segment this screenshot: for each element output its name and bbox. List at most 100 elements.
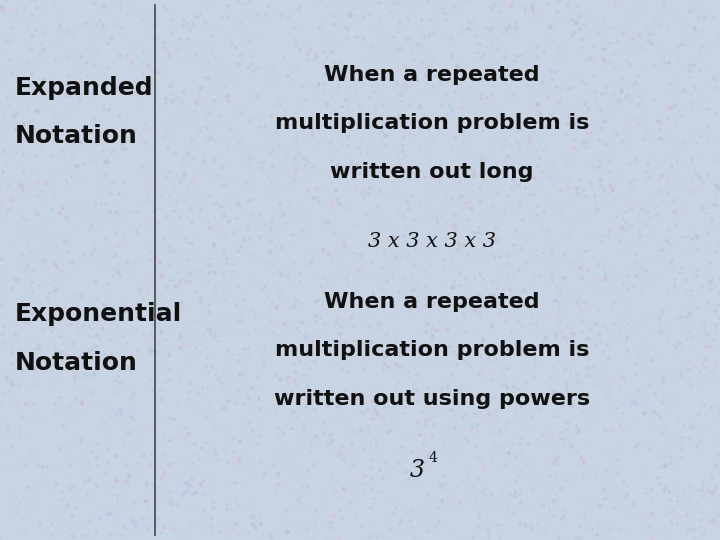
Point [179, 102, 190, 111]
Point [396, 45, 408, 54]
Point [472, 474, 484, 482]
Point [617, 409, 629, 417]
Point [692, 246, 703, 255]
Point [405, 275, 417, 284]
Point [125, 59, 136, 68]
Point [288, 303, 300, 312]
Point [157, 133, 168, 141]
Text: Expanded: Expanded [14, 76, 153, 99]
Point [427, 433, 438, 441]
Point [83, 312, 94, 320]
Point [267, 269, 279, 278]
Point [610, 81, 621, 90]
Point [26, 166, 37, 175]
Point [663, 488, 675, 496]
Point [373, 15, 384, 23]
Point [439, 205, 451, 213]
Point [639, 220, 651, 228]
Point [412, 280, 423, 289]
Point [597, 45, 608, 53]
Point [254, 159, 266, 167]
Point [269, 77, 280, 86]
Point [37, 220, 48, 228]
Point [671, 520, 683, 529]
Point [264, 302, 275, 311]
Point [341, 105, 353, 113]
Point [294, 270, 305, 279]
Point [73, 417, 84, 426]
Point [0, 49, 11, 57]
Point [158, 523, 170, 532]
Point [454, 24, 465, 33]
Point [216, 111, 228, 119]
Point [366, 485, 378, 494]
Point [177, 87, 189, 96]
Point [687, 106, 698, 114]
Point [409, 56, 420, 64]
Point [544, 174, 555, 183]
Point [416, 146, 428, 154]
Point [223, 396, 235, 405]
Point [76, 52, 87, 61]
Point [672, 497, 683, 505]
Point [259, 122, 271, 131]
Point [665, 258, 676, 266]
Point [487, 60, 498, 69]
Point [526, 321, 537, 329]
Point [1, 433, 13, 441]
Point [154, 339, 166, 348]
Point [32, 107, 44, 116]
Text: 3 x 3 x 3 x 3: 3 x 3 x 3 x 3 [368, 232, 496, 251]
Point [510, 57, 521, 65]
Point [591, 530, 603, 539]
Point [332, 313, 343, 321]
Point [510, 453, 521, 461]
Point [101, 469, 112, 477]
Point [642, 489, 653, 497]
Point [495, 169, 506, 178]
Point [185, 204, 197, 213]
Point [355, 159, 366, 168]
Point [531, 321, 543, 330]
Point [71, 381, 83, 389]
Point [312, 417, 323, 426]
Point [88, 0, 99, 8]
Point [710, 321, 720, 329]
Point [364, 25, 375, 33]
Point [634, 31, 645, 39]
Point [328, 474, 339, 482]
Point [50, 286, 62, 294]
Point [519, 437, 531, 446]
Point [191, 342, 202, 351]
Point [73, 408, 85, 416]
Point [382, 393, 394, 402]
Point [642, 280, 654, 288]
Point [135, 444, 147, 453]
Point [24, 319, 36, 327]
Point [614, 383, 626, 391]
Point [48, 259, 60, 267]
Point [652, 117, 664, 125]
Point [89, 113, 100, 122]
Point [25, 71, 37, 79]
Point [510, 404, 521, 413]
Point [94, 16, 106, 25]
Point [342, 281, 354, 289]
Point [110, 409, 122, 417]
Point [163, 470, 175, 479]
Point [300, 504, 311, 512]
Point [618, 525, 629, 534]
Point [499, 141, 510, 150]
Point [404, 304, 415, 313]
Point [384, 222, 396, 231]
Point [211, 65, 222, 74]
Point [32, 345, 44, 353]
Point [0, 461, 10, 469]
Point [668, 262, 680, 271]
Point [706, 374, 718, 383]
Point [212, 337, 224, 346]
Point [606, 39, 617, 48]
Point [114, 272, 126, 280]
Point [470, 494, 482, 503]
Point [239, 345, 251, 354]
